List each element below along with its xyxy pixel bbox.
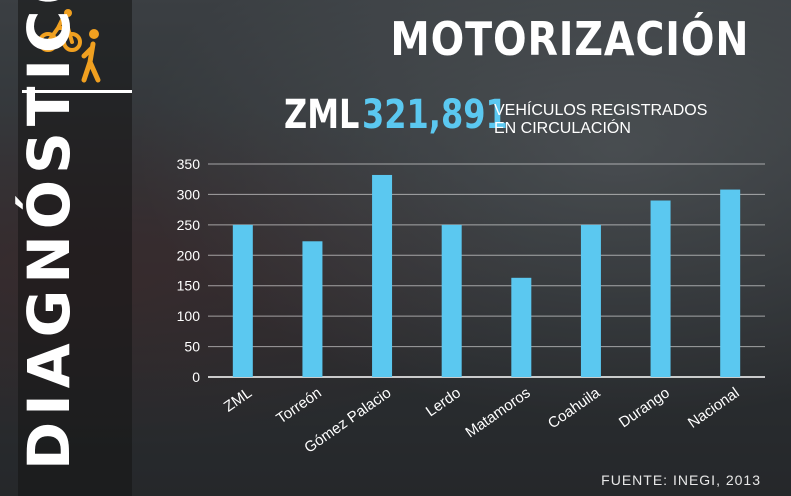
x-tick-label: Matamoros [462, 384, 533, 441]
x-tick-label: Nacional [685, 384, 743, 431]
bar-nacional [720, 189, 741, 377]
y-tick-label: 300 [177, 186, 201, 202]
y-tick-label: 100 [177, 308, 201, 324]
source-note: FUENTE: INEGI, 2013 [601, 472, 761, 488]
sidebar-divider [22, 90, 132, 93]
zml-description: Vehículos registrados en circulación [494, 102, 708, 137]
zml-label: ZML [284, 92, 360, 138]
bar-durango [650, 200, 671, 377]
y-tick-label: 200 [177, 247, 201, 263]
bar-lerdo [441, 224, 462, 377]
x-tick-label: ZML [221, 384, 255, 415]
bar-torreón [302, 241, 323, 377]
y-tick-label: 350 [177, 156, 201, 172]
bar-gómez-palacio [372, 174, 393, 377]
y-tick-label: 50 [184, 339, 200, 355]
x-tick-label: Durango [616, 384, 673, 431]
x-tick-label: Lerdo [423, 384, 464, 420]
y-tick-label: 0 [192, 369, 200, 385]
bar-coahuila [580, 224, 601, 377]
bar-zml [232, 224, 253, 377]
x-tick-label: Coahuila [545, 384, 604, 432]
cyclist-icon [38, 9, 82, 52]
zml-value: 321,891 [362, 92, 508, 138]
cyclist-pedestrian-icon [38, 9, 101, 83]
y-tick-label: 250 [177, 217, 201, 233]
bar-matamoros [511, 277, 532, 377]
page-title: MOTORIZACIÓN [390, 12, 749, 66]
pedestrian-icon [81, 29, 101, 83]
sidebar-band [18, 0, 132, 496]
y-tick-label: 150 [177, 278, 201, 294]
x-tick-label: Torreón [273, 384, 324, 427]
